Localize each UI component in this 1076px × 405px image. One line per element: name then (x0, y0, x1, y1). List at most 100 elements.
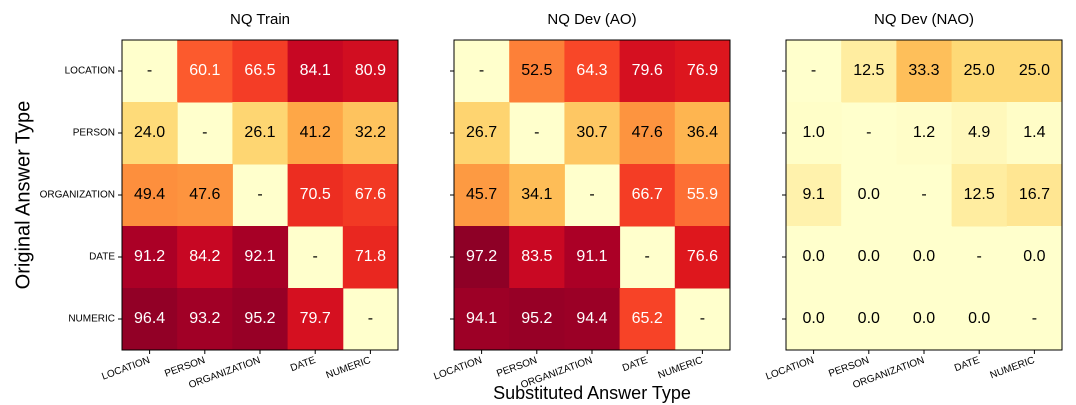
heatmap-cell (509, 164, 565, 227)
heatmap-cell (177, 288, 233, 351)
x-axis-label: Substituted Answer Type (493, 383, 691, 403)
cell-label: - (645, 248, 650, 265)
heatmap-cell (454, 164, 510, 227)
cell-label: 93.2 (189, 310, 220, 327)
heatmap-cell (232, 226, 289, 289)
heatmap-cell (896, 226, 953, 289)
cell-label: 97.2 (466, 248, 497, 265)
heatmap-cell (951, 164, 1008, 227)
cell-label: - (921, 186, 926, 203)
heatmap-cell (454, 102, 510, 165)
cell-label: 0.0 (802, 310, 824, 327)
heatmap-cell (564, 226, 621, 289)
heatmap-cell (509, 40, 565, 103)
cell-label: 84.2 (189, 248, 220, 265)
cell-label: - (977, 248, 982, 265)
cell-label: 1.2 (913, 124, 935, 141)
heatmap-cell (342, 164, 399, 227)
heatmap-cell (619, 288, 676, 351)
cell-label: - (811, 62, 816, 79)
heatmap-cell (564, 102, 621, 165)
x-tick-label: NUMERIC (657, 355, 705, 381)
cell-label: 25.0 (964, 62, 995, 79)
cell-label: 0.0 (858, 310, 880, 327)
heatmap-cell (232, 288, 289, 351)
heatmap-cell (896, 288, 953, 351)
cell-label: 32.2 (355, 124, 386, 141)
cell-label: - (866, 124, 871, 141)
cell-label: 12.5 (964, 186, 995, 203)
cell-label: 60.1 (189, 62, 220, 79)
cell-label: 36.4 (687, 124, 718, 141)
heatmap-cell (896, 102, 953, 165)
heatmap-cell (177, 226, 233, 289)
heatmap-cell (786, 102, 842, 165)
cell-label: 79.6 (632, 62, 663, 79)
cell-label: 64.3 (576, 62, 607, 79)
heatmap-cell (342, 226, 399, 289)
y-tick-label: LOCATION (65, 66, 115, 77)
cell-label: 92.1 (244, 248, 275, 265)
heatmap-cell (454, 288, 510, 351)
cell-label: 1.4 (1023, 124, 1045, 141)
cell-label: 94.4 (576, 310, 607, 327)
heatmap-cell (122, 164, 178, 227)
cell-label: 70.5 (300, 186, 331, 203)
cell-label: 95.2 (521, 310, 552, 327)
cell-label: 41.2 (300, 124, 331, 141)
cell-label: 26.1 (244, 124, 275, 141)
heatmap-cell (951, 40, 1008, 103)
heatmap-cell (287, 102, 344, 165)
heatmap-cell (564, 40, 621, 103)
cell-label: 30.7 (576, 124, 607, 141)
heatmap-cell (122, 226, 178, 289)
cell-label: 95.2 (244, 310, 275, 327)
cell-label: - (202, 124, 207, 141)
cell-label: - (147, 62, 152, 79)
heatmap-cell (896, 40, 953, 103)
cell-label: 65.2 (632, 310, 663, 327)
heatmap-cell (1006, 40, 1063, 103)
heatmap-cell (841, 226, 897, 289)
cell-label: 52.5 (521, 62, 552, 79)
cell-label: 34.1 (521, 186, 552, 203)
heatmap-cell (674, 40, 731, 103)
heatmap-cell (786, 226, 842, 289)
panel-title: NQ Dev (AO) (547, 11, 636, 28)
heatmap-cell (287, 288, 344, 351)
heatmap-cell (619, 102, 676, 165)
cell-label: 91.2 (134, 248, 165, 265)
heatmap-cell (122, 288, 178, 351)
heatmap-cell (232, 102, 289, 165)
cell-label: 0.0 (1023, 248, 1045, 265)
cell-label: - (534, 124, 539, 141)
cell-label: 79.7 (300, 310, 331, 327)
heatmap-cell (786, 164, 842, 227)
heatmap-cell (287, 164, 344, 227)
cell-label: - (368, 310, 373, 327)
heatmap-cell (1006, 164, 1063, 227)
cell-label: 83.5 (521, 248, 552, 265)
cell-label: 1.0 (802, 124, 824, 141)
x-tick-label: LOCATION (100, 355, 151, 383)
x-tick-label: LOCATION (764, 355, 815, 383)
cell-label: - (479, 62, 484, 79)
cell-label: 4.9 (968, 124, 990, 141)
heatmap-cell (342, 102, 399, 165)
cell-label: 49.4 (134, 186, 165, 203)
y-tick-label: NUMERIC (68, 314, 115, 325)
cell-label: - (257, 186, 262, 203)
heatmap-cell (122, 102, 178, 165)
cell-label: 25.0 (1019, 62, 1050, 79)
x-tick-label: NUMERIC (325, 355, 373, 381)
cell-label: 66.5 (244, 62, 275, 79)
cell-label: 0.0 (858, 186, 880, 203)
cell-label: 24.0 (134, 124, 165, 141)
heatmap-cell (1006, 102, 1063, 165)
x-tick-label: DATE (953, 355, 981, 374)
heatmap-cell (177, 40, 233, 103)
heatmap-cell (1006, 226, 1063, 289)
heatmap-cell (619, 164, 676, 227)
heatmap-cell (674, 226, 731, 289)
